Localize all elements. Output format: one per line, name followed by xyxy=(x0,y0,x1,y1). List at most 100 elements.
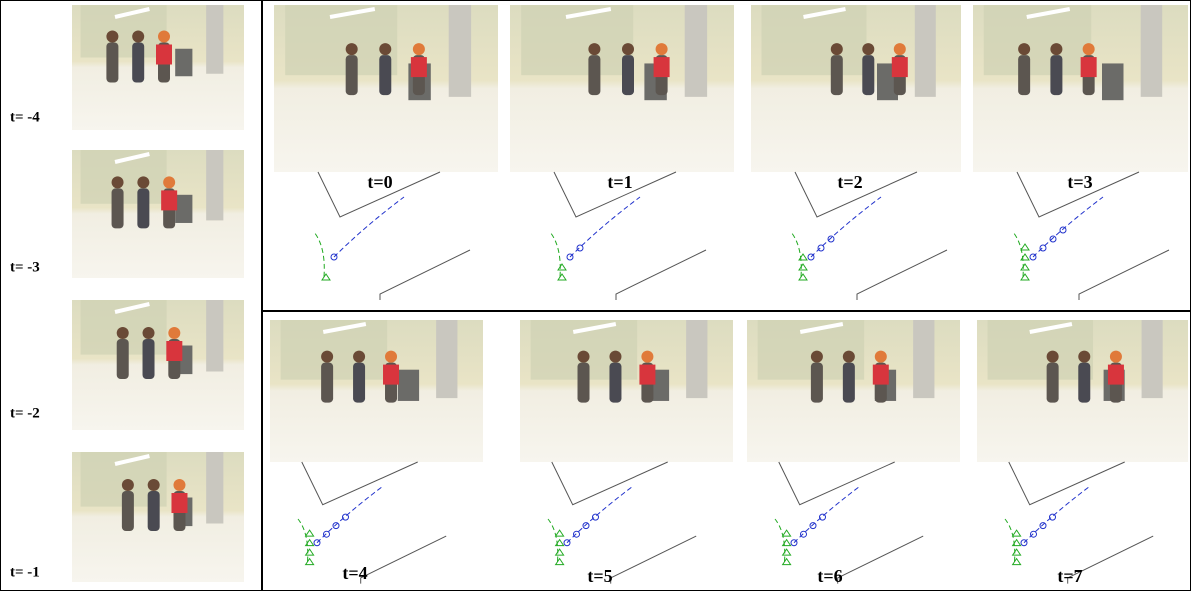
time-label: t=2 xyxy=(837,172,862,192)
person xyxy=(843,363,855,403)
head xyxy=(353,351,365,363)
wall xyxy=(857,250,947,300)
time-label: t=0 xyxy=(367,172,392,192)
head xyxy=(1083,43,1095,55)
person xyxy=(117,339,129,379)
agent-blue xyxy=(1040,245,1046,251)
head xyxy=(875,351,887,363)
observed-trajectory xyxy=(794,486,861,543)
person xyxy=(1078,363,1090,403)
figure: t= -4t= -3t= -2t= -1t=0t=1t=2t=3t=4t=5t=… xyxy=(0,0,1191,591)
agent-green xyxy=(799,274,807,280)
person xyxy=(811,363,823,403)
head xyxy=(173,479,185,491)
pillar xyxy=(685,5,707,97)
person xyxy=(379,55,391,95)
agent-green xyxy=(306,549,314,555)
predicted-trajectory xyxy=(314,232,324,277)
time-label: t= -2 xyxy=(10,405,40,421)
person xyxy=(609,363,621,403)
agent-green xyxy=(1013,530,1021,536)
agent-blue xyxy=(333,523,339,529)
agent-blue xyxy=(593,514,599,520)
video-frame xyxy=(72,300,244,430)
agent-green xyxy=(306,559,314,565)
observed-trajectory xyxy=(1024,486,1091,543)
wall xyxy=(838,536,924,584)
pillar xyxy=(436,320,457,398)
person xyxy=(1047,363,1059,403)
time-label: t=5 xyxy=(587,566,612,586)
head xyxy=(137,176,149,188)
person xyxy=(346,55,358,95)
agent-blue xyxy=(343,514,349,520)
head xyxy=(1050,43,1062,55)
head xyxy=(1047,351,1059,363)
head xyxy=(385,351,397,363)
head xyxy=(1078,351,1090,363)
agent-green xyxy=(1013,559,1021,565)
observed-trajectory xyxy=(334,197,404,257)
head xyxy=(843,351,855,363)
agent-blue xyxy=(1050,236,1056,242)
person xyxy=(148,491,160,531)
observed-trajectory xyxy=(567,486,634,543)
agent-green xyxy=(783,549,791,555)
video-frame xyxy=(747,320,960,462)
agent-green xyxy=(556,559,564,565)
agent-green xyxy=(1021,264,1029,270)
video-frame xyxy=(270,320,483,462)
pillar xyxy=(206,452,223,524)
agent-green xyxy=(1013,549,1021,555)
head xyxy=(862,43,874,55)
time-label: t=1 xyxy=(607,172,632,192)
backpack xyxy=(1081,57,1097,77)
person xyxy=(578,363,590,403)
trash-can xyxy=(175,195,192,223)
video-frame xyxy=(977,320,1188,462)
wall xyxy=(302,462,418,505)
agent-blue xyxy=(1040,523,1046,529)
wall xyxy=(1079,250,1169,300)
head xyxy=(106,31,118,43)
person xyxy=(137,188,149,228)
backpack xyxy=(892,57,908,77)
time-label: t= -3 xyxy=(10,259,40,275)
person xyxy=(588,55,600,95)
person xyxy=(353,363,365,403)
trajectory-plot xyxy=(298,462,446,584)
agent-green xyxy=(783,530,791,536)
video-frame xyxy=(973,5,1188,172)
pillar xyxy=(206,5,223,74)
backpack xyxy=(383,365,399,385)
agent-green xyxy=(558,274,566,280)
head xyxy=(656,43,668,55)
wall xyxy=(552,462,668,505)
video-frame xyxy=(520,320,733,462)
agent-green xyxy=(1021,274,1029,280)
video-frame xyxy=(510,5,734,172)
head xyxy=(346,43,358,55)
agent-blue xyxy=(810,523,816,529)
pillar xyxy=(1142,320,1163,398)
pillar xyxy=(1141,5,1163,97)
agent-blue xyxy=(583,523,589,529)
head xyxy=(609,351,621,363)
pillar xyxy=(449,5,471,97)
head xyxy=(143,327,155,339)
pillar xyxy=(915,5,936,97)
backpack xyxy=(156,45,172,65)
agent-blue xyxy=(577,245,583,251)
wall xyxy=(361,536,447,584)
backpack xyxy=(639,365,655,385)
head xyxy=(831,43,843,55)
agent-blue xyxy=(820,514,826,520)
person xyxy=(122,491,134,531)
agent-green xyxy=(556,530,564,536)
agent-blue xyxy=(1031,531,1037,537)
person xyxy=(132,43,144,83)
person xyxy=(862,55,874,95)
agent-blue xyxy=(324,531,330,537)
wall xyxy=(779,462,895,505)
head xyxy=(1110,351,1122,363)
